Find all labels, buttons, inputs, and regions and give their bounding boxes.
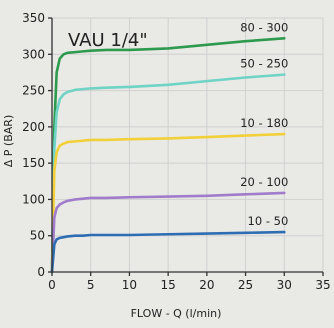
series-labels: 80 - 300 50 - 250 10 - 180 20 - 100 10 - 50	[240, 20, 288, 228]
y-tick-label: 50	[30, 229, 45, 243]
x-tick-label: 35	[315, 278, 330, 292]
x-axis-title: FLOW - Q (l/min)	[131, 307, 222, 320]
y-tick-label: 250	[22, 84, 45, 98]
x-tick-label: 10	[122, 278, 137, 292]
y-tick-label: 0	[37, 265, 45, 279]
series-label: 50 - 250	[240, 57, 288, 71]
y-tick-label: 350	[22, 11, 45, 25]
axes	[48, 17, 324, 276]
y-axis-title: Δ P (BAR)	[2, 115, 15, 167]
series-label: 80 - 300	[240, 20, 288, 34]
series-lines	[50, 37, 286, 274]
x-tick-label: 15	[161, 278, 176, 292]
series-label: 10 - 50	[248, 214, 289, 228]
x-tick-label: 20	[199, 278, 214, 292]
y-tick-label: 300	[22, 47, 45, 61]
x-tick-label: 5	[87, 278, 95, 292]
y-tick-label: 200	[22, 120, 45, 134]
x-tick-label: 0	[48, 278, 56, 292]
series-label: 10 - 180	[240, 116, 288, 130]
series-line	[50, 132, 286, 274]
series-line	[50, 37, 286, 274]
x-tick-label: 25	[238, 278, 253, 292]
grid	[51, 17, 324, 273]
y-tick-label: 100	[22, 192, 45, 206]
y-tick-label: 150	[22, 156, 45, 170]
chart-title: VAU 1/4"	[68, 30, 148, 51]
series-label: 20 - 100	[240, 175, 288, 189]
series-line	[50, 230, 286, 274]
series-line	[50, 73, 286, 274]
x-tick-label: 30	[277, 278, 292, 292]
series-line	[50, 191, 286, 274]
